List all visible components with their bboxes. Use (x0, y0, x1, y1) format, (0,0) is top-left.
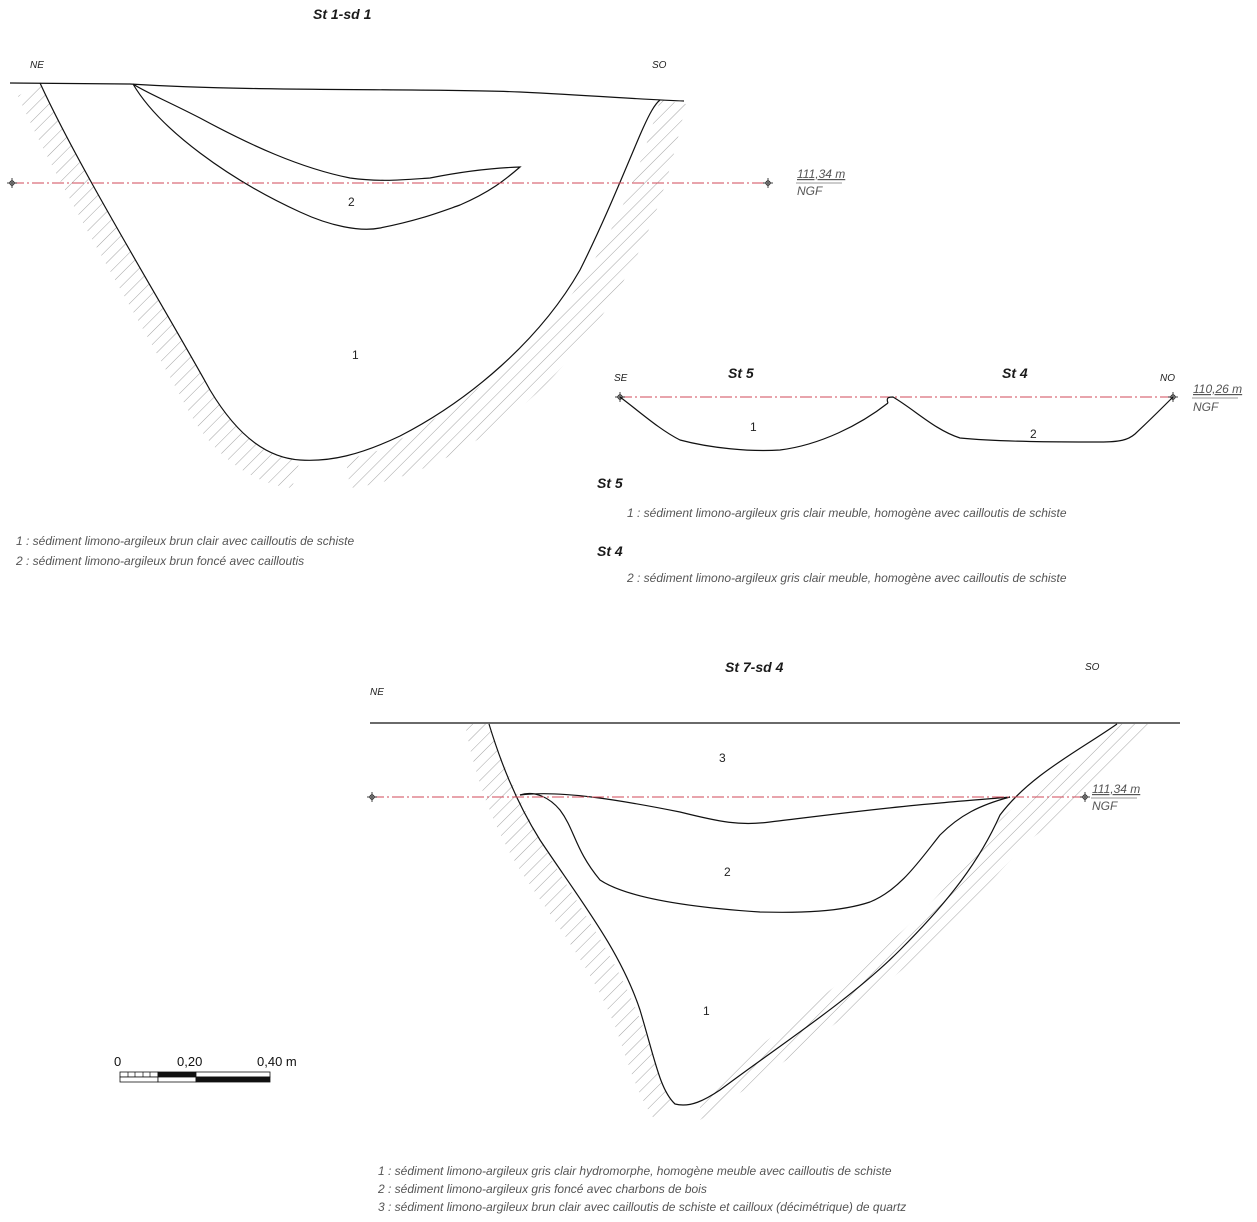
section3-hatch-left (465, 724, 675, 1120)
scale-segment-sub-lower (119, 1076, 159, 1083)
scale-segment-white-lower (157, 1076, 197, 1083)
section1-legend-item-2: 2 : sédiment limono-argileux brun foncé … (15, 554, 304, 568)
section1-orient-left: NE (30, 60, 44, 71)
section3-datum-marker-left (366, 791, 378, 803)
section3-legend-item-2: 2 : sédiment limono-argileux gris foncé … (377, 1182, 707, 1196)
scale-label-0: 0 (114, 1054, 121, 1069)
section3-hatch-right (700, 724, 1150, 1120)
section1-title: St 1-sd 1 (313, 6, 372, 22)
section1-orient-right: SO (652, 60, 667, 71)
section2-st4-pit-outline (886, 396, 1174, 443)
section2-orient-right: NO (1160, 373, 1175, 384)
section3-unit-label-3: 3 (719, 751, 726, 765)
section1-legend-item-1: 1 : sédiment limono-argileux brun clair … (16, 534, 354, 548)
section2-unit-label-2: 2 (1030, 427, 1037, 441)
scale-segment-sub (119, 1071, 159, 1078)
section1-datum-marker-left (6, 177, 18, 189)
section3-level-value: 111,34 m (1092, 782, 1140, 796)
scale-bar: 0 0,20 0,40 m (114, 1054, 297, 1083)
section3-unit-label-2: 2 (724, 865, 731, 879)
section3-legend-item-3: 3 : sédiment limono-argileux brun clair … (378, 1200, 906, 1214)
section2-title-left: St 5 (728, 365, 754, 381)
section2-st5-pit-outline (619, 396, 889, 452)
section2-title-right: St 4 (1002, 365, 1028, 381)
section-st5-st4: St 5 St 4 SE NO 110,26 m NGF 1 2 St 5 1 … (597, 365, 1242, 585)
section1-level-value: 111,34 m (797, 167, 845, 181)
section3-title: St 7-sd 4 (725, 659, 784, 675)
section2-legend-item-st5: 1 : sédiment limono-argileux gris clair … (627, 506, 1067, 520)
section1-ground-surface (9, 82, 685, 102)
section3-orient-right: SO (1085, 662, 1100, 673)
section1-unit2-outline (132, 83, 522, 230)
section2-orient-left: SE (614, 373, 628, 384)
section3-pit-outline (488, 723, 1118, 1106)
scale-label-040: 0,40 m (257, 1054, 297, 1069)
section3-unit-label-1: 1 (703, 1004, 710, 1018)
scale-label-020: 0,20 (177, 1054, 202, 1069)
section1-unit-label-2: 2 (348, 195, 355, 209)
section2-legend-heading-st5: St 5 (597, 475, 623, 491)
section3-unit2-outline (519, 792, 1011, 913)
section3-unit3-base (519, 793, 1011, 825)
section-st7-sd4: St 7-sd 4 NE SO 111,34 m NGF 3 2 1 1 : s… (366, 659, 1180, 1214)
section1-hatch-right (346, 100, 686, 488)
section2-legend-item-st4: 2 : sédiment limono-argileux gris clair … (626, 571, 1067, 585)
section1-pit-outline (39, 82, 661, 461)
section3-level-ref: NGF (1092, 799, 1118, 813)
section1-unit-label-1: 1 (352, 348, 359, 362)
section-st1-sd1: St 1-sd 1 NE SO 111,34 m NGF 2 1 1 : séd… (6, 6, 845, 568)
scale-segment-white-upper (195, 1071, 271, 1078)
section3-legend-item-1: 1 : sédiment limono-argileux gris clair … (378, 1164, 892, 1178)
section2-unit-label-1: 1 (750, 420, 757, 434)
section1-level-ref: NGF (797, 184, 823, 198)
section3-orient-left: NE (370, 687, 384, 698)
section2-level-value: 110,26 m (1193, 382, 1242, 396)
scale-segment-black-upper (157, 1071, 197, 1078)
section2-legend-heading-st4: St 4 (597, 543, 623, 559)
section2-level-ref: NGF (1193, 400, 1219, 414)
section1-hatch-left (18, 83, 300, 488)
section1-datum-marker-right (762, 177, 774, 189)
scale-segment-black-lower (195, 1076, 271, 1083)
